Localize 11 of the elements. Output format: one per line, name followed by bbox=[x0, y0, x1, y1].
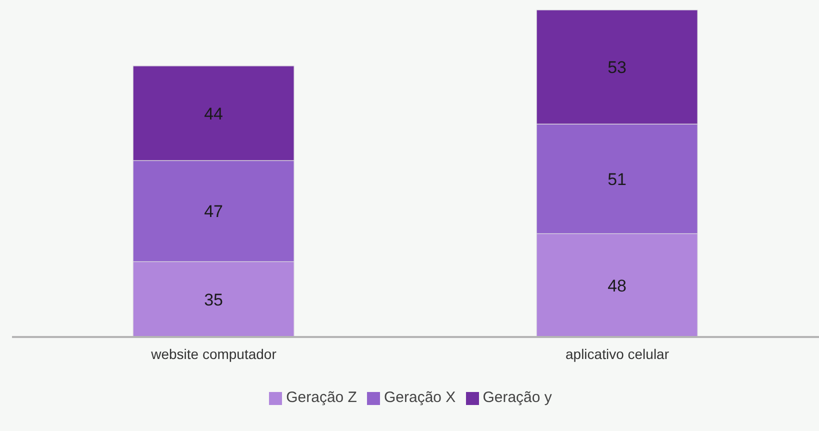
data-label: 53 bbox=[608, 58, 627, 78]
data-label: 44 bbox=[204, 104, 224, 124]
legend-label: Geração Z bbox=[286, 389, 357, 406]
data-label: 51 bbox=[608, 170, 627, 189]
data-label: 48 bbox=[608, 276, 627, 296]
data-label: 47 bbox=[204, 202, 224, 222]
x-tick-label: aplicativo celular bbox=[566, 346, 670, 362]
x-tick-label: website computador bbox=[150, 346, 277, 362]
legend-label: Geração y bbox=[482, 389, 552, 406]
data-label: 35 bbox=[204, 290, 224, 310]
legend-label: Geração X bbox=[384, 389, 456, 406]
